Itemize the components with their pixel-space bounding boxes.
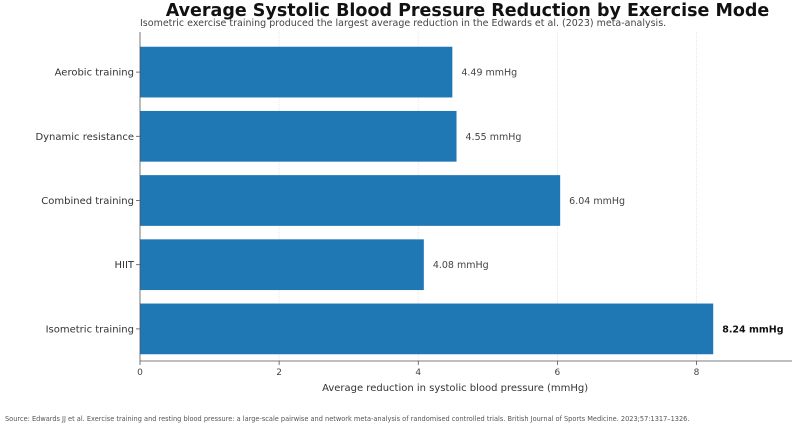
category-label: Dynamic resistance (35, 132, 134, 143)
chart-title: Average Systolic Blood Pressure Reductio… (165, 1, 770, 21)
x-tick-label: 8 (694, 368, 700, 378)
bar (140, 239, 424, 291)
bar-chart: 0 2 4 6 8 Aerobic training 4.49 mmHg Dynamic re… (35, 32, 792, 394)
source-note: Source: Edwards JJ et al. Exercise train… (5, 415, 690, 423)
bar (140, 46, 453, 98)
value-label: 4.49 mmHg (461, 68, 517, 79)
bar (140, 110, 457, 162)
value-label: 4.08 mmHg (433, 260, 489, 271)
x-tick-label: 4 (415, 368, 421, 378)
x-axis-title: Average reduction in systolic blood pres… (322, 383, 588, 394)
bar (140, 303, 714, 355)
labels: 0 2 4 6 8 Aerobic training 4.49 mmHg Dynamic re… (35, 68, 783, 394)
x-tick-label: 2 (276, 368, 282, 378)
category-label: HIIT (114, 260, 134, 271)
bar (140, 175, 561, 226)
value-label: 6.04 mmHg (569, 196, 625, 207)
category-label: Aerobic training (55, 68, 134, 79)
value-label: 8.24 mmHg (722, 324, 783, 335)
category-label: Combined training (41, 196, 134, 207)
chart-subtitle: Isometric exercise training produced the… (140, 18, 667, 29)
x-tick-label: 6 (555, 368, 561, 378)
x-tick-label: 0 (137, 368, 143, 378)
category-label: Isometric training (46, 324, 134, 335)
axes (136, 32, 792, 365)
bars (140, 46, 714, 355)
value-label: 4.55 mmHg (466, 132, 522, 143)
